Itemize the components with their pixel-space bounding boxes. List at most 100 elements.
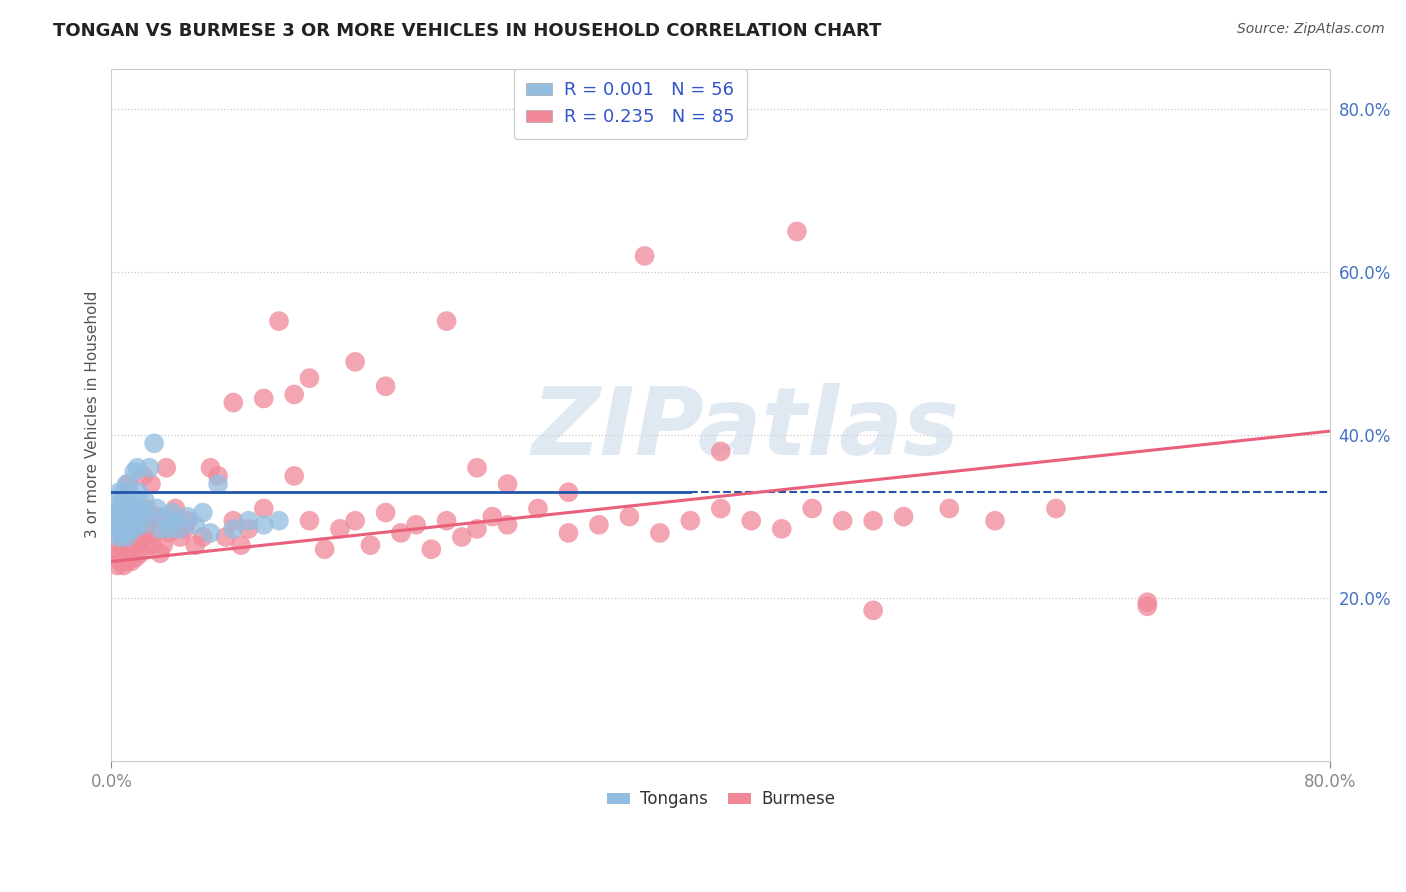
Point xyxy=(115,477,138,491)
Text: TONGAN VS BURMESE 3 OR MORE VEHICLES IN HOUSEHOLD CORRELATION CHART: TONGAN VS BURMESE 3 OR MORE VEHICLES IN … xyxy=(53,22,882,40)
Point xyxy=(191,506,214,520)
Point xyxy=(132,469,155,483)
Point xyxy=(359,538,381,552)
Point xyxy=(298,514,321,528)
Point xyxy=(191,530,214,544)
Point xyxy=(118,546,141,560)
Point xyxy=(298,371,321,385)
Point xyxy=(801,501,824,516)
Point xyxy=(121,538,143,552)
Point xyxy=(173,522,195,536)
Point xyxy=(1136,599,1159,614)
Point xyxy=(344,355,367,369)
Point xyxy=(149,522,172,536)
Point xyxy=(329,522,352,536)
Point xyxy=(146,509,169,524)
Point xyxy=(862,514,884,528)
Point xyxy=(136,538,159,552)
Point xyxy=(648,525,671,540)
Point xyxy=(862,603,884,617)
Point xyxy=(131,530,153,544)
Point xyxy=(184,538,207,552)
Point xyxy=(120,554,142,568)
Point xyxy=(129,546,152,560)
Point xyxy=(169,522,191,536)
Point xyxy=(557,525,579,540)
Legend: Tongans, Burmese: Tongans, Burmese xyxy=(600,784,842,815)
Point xyxy=(893,509,915,524)
Point xyxy=(127,460,149,475)
Point xyxy=(162,506,184,520)
Point xyxy=(118,506,141,520)
Point xyxy=(200,525,222,540)
Point xyxy=(267,514,290,528)
Point xyxy=(155,460,177,475)
Point xyxy=(115,517,138,532)
Point xyxy=(374,379,396,393)
Point xyxy=(238,522,260,536)
Point xyxy=(496,517,519,532)
Point xyxy=(222,514,245,528)
Point xyxy=(138,460,160,475)
Point xyxy=(770,522,793,536)
Point xyxy=(238,514,260,528)
Point xyxy=(740,514,762,528)
Point xyxy=(128,485,150,500)
Text: ZIPatlas: ZIPatlas xyxy=(531,383,959,475)
Point xyxy=(112,514,135,528)
Point xyxy=(149,546,172,560)
Point xyxy=(134,493,156,508)
Point xyxy=(253,392,276,406)
Point xyxy=(200,460,222,475)
Point xyxy=(786,225,808,239)
Point xyxy=(122,522,145,536)
Point xyxy=(229,538,252,552)
Point xyxy=(374,506,396,520)
Text: Source: ZipAtlas.com: Source: ZipAtlas.com xyxy=(1237,22,1385,37)
Point xyxy=(465,460,488,475)
Point xyxy=(253,517,276,532)
Point xyxy=(108,509,131,524)
Point xyxy=(108,485,131,500)
Point xyxy=(110,514,132,528)
Point xyxy=(165,501,187,516)
Point xyxy=(139,477,162,491)
Point xyxy=(110,517,132,532)
Point xyxy=(481,509,503,524)
Point xyxy=(132,506,155,520)
Point xyxy=(938,501,960,516)
Point xyxy=(125,509,148,524)
Point xyxy=(111,542,134,557)
Point xyxy=(115,530,138,544)
Point xyxy=(215,530,238,544)
Point xyxy=(984,514,1007,528)
Point xyxy=(344,514,367,528)
Point xyxy=(112,525,135,540)
Point xyxy=(710,501,733,516)
Point xyxy=(117,538,139,552)
Point xyxy=(169,530,191,544)
Point xyxy=(108,546,131,560)
Point xyxy=(108,497,131,511)
Point xyxy=(104,542,127,557)
Point xyxy=(111,525,134,540)
Point xyxy=(111,509,134,524)
Point xyxy=(120,509,142,524)
Point xyxy=(496,477,519,491)
Point xyxy=(129,501,152,516)
Point xyxy=(222,395,245,409)
Point xyxy=(222,522,245,536)
Point xyxy=(253,501,276,516)
Point xyxy=(283,387,305,401)
Point xyxy=(110,554,132,568)
Point xyxy=(122,465,145,479)
Point xyxy=(112,485,135,500)
Point xyxy=(267,314,290,328)
Point xyxy=(619,509,641,524)
Point xyxy=(143,436,166,450)
Point xyxy=(125,550,148,565)
Point xyxy=(115,501,138,516)
Point xyxy=(111,493,134,508)
Point xyxy=(107,558,129,573)
Point xyxy=(112,501,135,516)
